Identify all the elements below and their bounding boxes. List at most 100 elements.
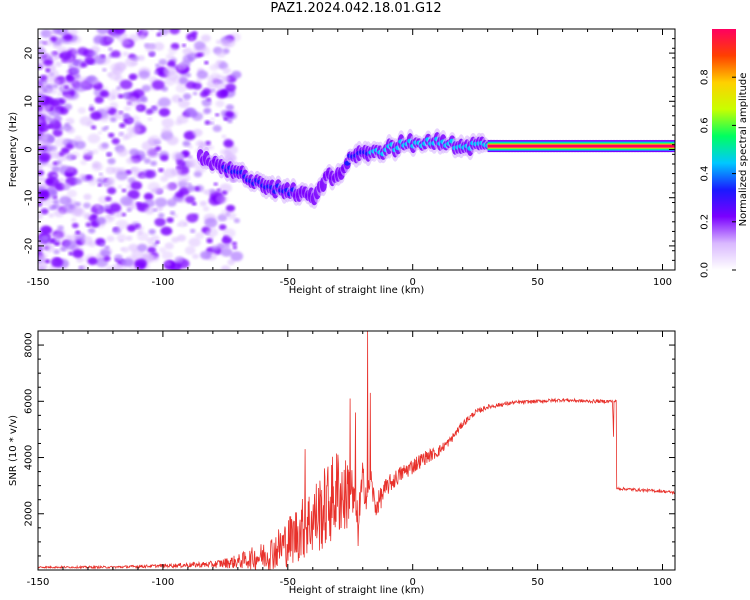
spectrogram-noise-blob (98, 172, 103, 176)
spectrogram-noise-blob (104, 245, 110, 250)
spectrogram-noise-blob (42, 162, 48, 167)
spectrogram-noise-blob (114, 110, 125, 120)
spectrogram-noise-blob (105, 166, 116, 175)
spectrogram-noise-blob (206, 79, 219, 89)
spectrogram-noise-blob (185, 73, 192, 78)
spectrogram-noise-blob (215, 39, 222, 45)
spectrogram-noise-blob (66, 75, 75, 83)
spectrogram-noise-blob (121, 188, 127, 193)
spectrogram-noise-blob (113, 29, 126, 35)
spectrogram-noise-blob (178, 77, 189, 85)
y-tick-label-bottom: 4000 (24, 445, 35, 470)
spectrogram-noise-blob (38, 165, 43, 170)
spectrogram-noise-blob (182, 43, 186, 48)
spectrogram-noise-blob (92, 161, 101, 168)
spectrogram-noise-blob (222, 67, 231, 75)
spectrogram-noise-blob (55, 61, 63, 67)
spectrogram-noise-blob (191, 201, 197, 206)
spectrogram-noise-blob (115, 219, 129, 230)
spectrogram-noise-blob (85, 222, 92, 227)
spectrogram-noise-blob (38, 169, 45, 176)
spectrogram-noise-blob (57, 92, 62, 96)
spectrogram-noise-blob (117, 132, 123, 137)
spectrogram-noise-blob (100, 242, 106, 247)
spectrogram-noise-blob (134, 258, 147, 268)
spectrogram-noise-blob (106, 235, 115, 242)
spectrogram-plot (38, 29, 675, 270)
spectrogram-noise-blob (227, 259, 235, 266)
spectrogram-noise-blob (195, 232, 205, 240)
spectrogram-noise-blob (154, 217, 166, 227)
spectrogram-noise-blob (200, 250, 212, 260)
spectrogram-noise-blob (129, 148, 139, 156)
spectrogram-noise-blob (120, 247, 125, 251)
spectrogram-noise-blob (111, 50, 121, 58)
colorbar-tick-label: 0.0 (700, 262, 711, 278)
spectrogram-noise-blob (210, 245, 219, 252)
spectrogram-noise-blob (65, 143, 74, 150)
spectrogram-noise-blob (192, 128, 203, 137)
spectrogram-noise-blob (153, 42, 165, 51)
spectrogram-noise-blob (134, 121, 142, 128)
spectrogram-noise-blob (171, 151, 184, 161)
spectrogram-noise-blob (186, 32, 197, 42)
spectrogram-noise-blob (38, 202, 41, 207)
spectrogram-noise-blob (147, 246, 157, 254)
spectrogram-noise-blob (158, 213, 165, 218)
spectrogram-noise-blob (227, 119, 233, 124)
spectrogram-noise-blob (93, 54, 106, 65)
spectrogram-noise-blob (74, 82, 87, 92)
spectrogram-noise-blob (80, 159, 87, 166)
spectrogram-noise-blob (158, 168, 164, 173)
spectrogram-noise-blob (220, 39, 231, 48)
spectrogram-noise-blob (186, 213, 199, 223)
spectrogram-noise-blob (215, 49, 227, 58)
spectrogram-noise-blob (87, 133, 101, 144)
spectrogram-noise-blob (166, 217, 174, 223)
spectrogram-noise-blob (109, 102, 119, 109)
spectrogram-noise-blob (187, 182, 192, 186)
y-axis-label-top: Frequency (Hz) (8, 112, 19, 188)
spectrogram-noise-blob (205, 140, 211, 146)
spectrogram-noise-blob (148, 228, 156, 235)
spectrogram-noise-blob (63, 33, 73, 41)
spectrogram-noise-blob (53, 249, 60, 255)
spectrogram-noise-blob (120, 195, 133, 206)
spectrogram-noise-blob (67, 46, 73, 51)
spectrogram-noise-blob (38, 119, 44, 125)
spectrogram-noise-blob (77, 107, 86, 114)
spectrogram-noise-blob (135, 201, 141, 206)
spectrogram-noise-blob (102, 68, 107, 72)
spectrogram-noise-blob (94, 204, 101, 209)
spectrogram-noise-blob (231, 241, 238, 246)
x-tick-label-top: 50 (531, 277, 544, 288)
y-axis-label-bottom: SNR (10 * v/v) (8, 415, 19, 486)
spectrogram-noise-blob (146, 148, 160, 159)
spectrogram-noise-blob (148, 135, 161, 146)
spectrogram-noise-blob (220, 247, 233, 257)
spectrogram-noise-blob (126, 126, 136, 133)
spectrogram-noise-blob (124, 132, 133, 140)
spectrogram-noise-blob (225, 204, 236, 212)
spectrogram-noise-blob (164, 242, 174, 250)
spectrogram-noise-blob (221, 236, 232, 244)
spectrogram-noise-blob (108, 70, 121, 81)
colorbar-tick-label: 0.4 (700, 166, 711, 182)
spectrogram-noise-blob (165, 53, 175, 60)
spectrogram-noise-blob (105, 196, 112, 202)
spectrogram-noise-blob (174, 256, 184, 264)
spectrogram-noise-blob (155, 206, 163, 212)
spectrogram-noise-blob (127, 189, 140, 200)
spectrogram-noise-blob (232, 245, 238, 250)
spectrogram-noise-blob (38, 126, 45, 132)
spectrogram-noise-blob (139, 173, 146, 179)
spectrogram-noise-blob (116, 234, 127, 242)
spectrogram-noise-blob (126, 208, 132, 212)
spectrogram-noise-blob (49, 87, 58, 95)
spectrogram-noise-blob (143, 192, 154, 201)
spectrogram-noise-blob (222, 75, 231, 82)
spectrogram-noise-blob (206, 238, 213, 244)
spectrogram-noise-blob (114, 254, 123, 261)
spectrogram-noise-blob (206, 227, 218, 238)
